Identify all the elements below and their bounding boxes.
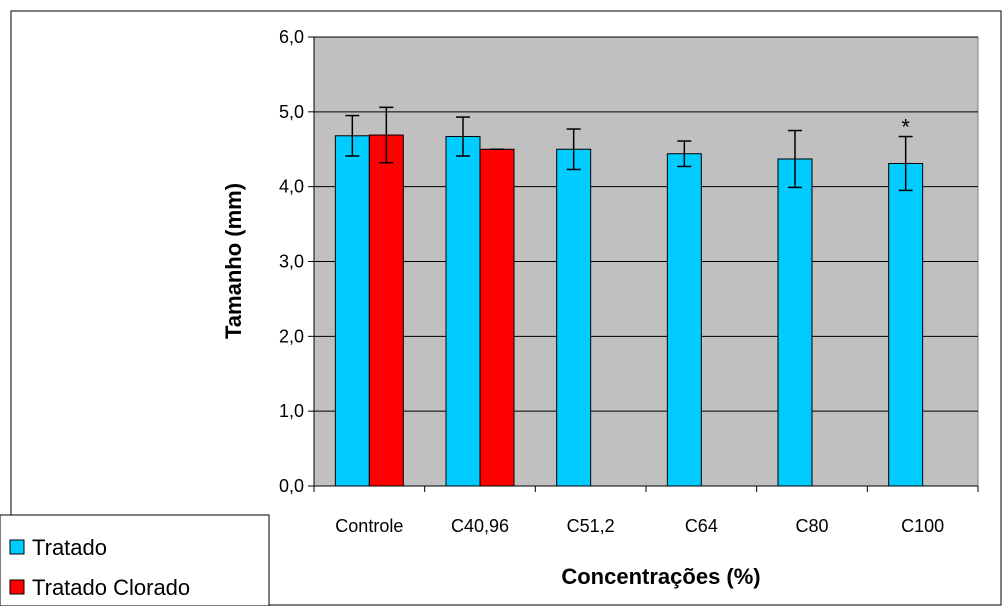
x-tick-label: C64 <box>685 516 718 536</box>
legend: Tratado Tratado Clorado <box>0 514 270 606</box>
bar <box>556 148 592 487</box>
y-tick-label: 2,0 <box>279 326 304 346</box>
bar <box>334 135 370 487</box>
legend-swatch-tratado-clorado <box>9 579 25 595</box>
y-tick-label: 4,0 <box>279 177 304 197</box>
x-axis-title: Concentrações (%) <box>561 564 760 589</box>
x-tick-label: C100 <box>901 516 944 536</box>
gridlines <box>314 36 978 412</box>
legend-box <box>0 514 270 606</box>
y-tick-label: 0,0 <box>279 476 304 496</box>
y-tick-labels: 0,0 1,0 2,0 3,0 4,0 5,0 6,0 <box>279 27 304 496</box>
bar <box>445 136 481 487</box>
annotations: * <box>901 115 910 140</box>
bar <box>479 148 515 487</box>
y-tick-label: 3,0 <box>279 252 304 272</box>
bar <box>888 162 924 487</box>
y-tick-label: 6,0 <box>279 27 304 47</box>
x-tick-label: C51,2 <box>567 516 615 536</box>
bars <box>334 106 924 487</box>
x-tick-label: Controle <box>335 516 403 536</box>
bar <box>777 158 813 487</box>
bar <box>666 153 702 487</box>
y-tick-label: 5,0 <box>279 102 304 122</box>
legend-swatch-tratado <box>9 539 25 555</box>
significance-marker: * <box>901 115 910 140</box>
y-axis-title: Tamanho (mm) <box>221 183 246 339</box>
legend-label-tratado: Tratado <box>32 535 107 560</box>
x-tick-label: C40,96 <box>451 516 509 536</box>
x-tick-labels: Controle C40,96 C51,2 C64 C80 C100 <box>335 516 944 536</box>
x-tick-label: C80 <box>795 516 828 536</box>
legend-label-tratado-clorado: Tratado Clorado <box>32 575 190 600</box>
bar <box>368 134 404 487</box>
axes <box>308 36 979 492</box>
y-tick-label: 1,0 <box>279 401 304 421</box>
